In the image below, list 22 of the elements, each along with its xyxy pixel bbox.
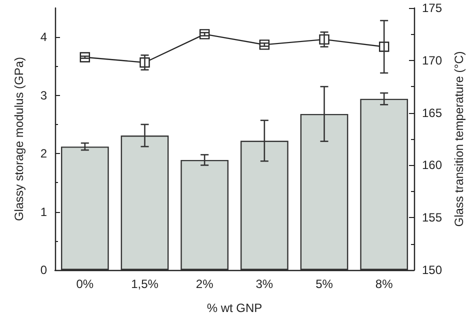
- x-tick-label: 5%: [316, 277, 334, 291]
- x-tick-label: 0%: [76, 277, 94, 291]
- x-tick-label: 3%: [256, 277, 274, 291]
- y-tick-label: 4: [40, 30, 48, 44]
- x-axis-title: % wt GNP: [206, 301, 262, 315]
- y-tick-label: 3: [40, 88, 48, 102]
- y2-tick-label: 160: [422, 158, 442, 172]
- y2-tick-label: 175: [422, 1, 442, 15]
- x-tick-label: 8%: [375, 277, 394, 291]
- y2-tick-label: 165: [422, 106, 442, 120]
- y-tick-label: 0: [40, 263, 48, 277]
- y2-tick-label: 170: [422, 53, 442, 68]
- x-tick-label: 1,5%: [131, 277, 159, 291]
- x-tick-label: 2%: [196, 277, 214, 291]
- y2-tick-label: 150: [422, 263, 442, 277]
- bar: [180, 160, 229, 270]
- bar: [60, 146, 109, 270]
- y-axis-title: Glassy storage modulus (GPa): [12, 56, 26, 222]
- y-tick-label: 2: [40, 146, 48, 161]
- y2-axis-title: Glass transition temperature (°C): [452, 51, 466, 227]
- y-tick-label: 1: [40, 204, 48, 219]
- y2-tick-label: 155: [422, 210, 442, 225]
